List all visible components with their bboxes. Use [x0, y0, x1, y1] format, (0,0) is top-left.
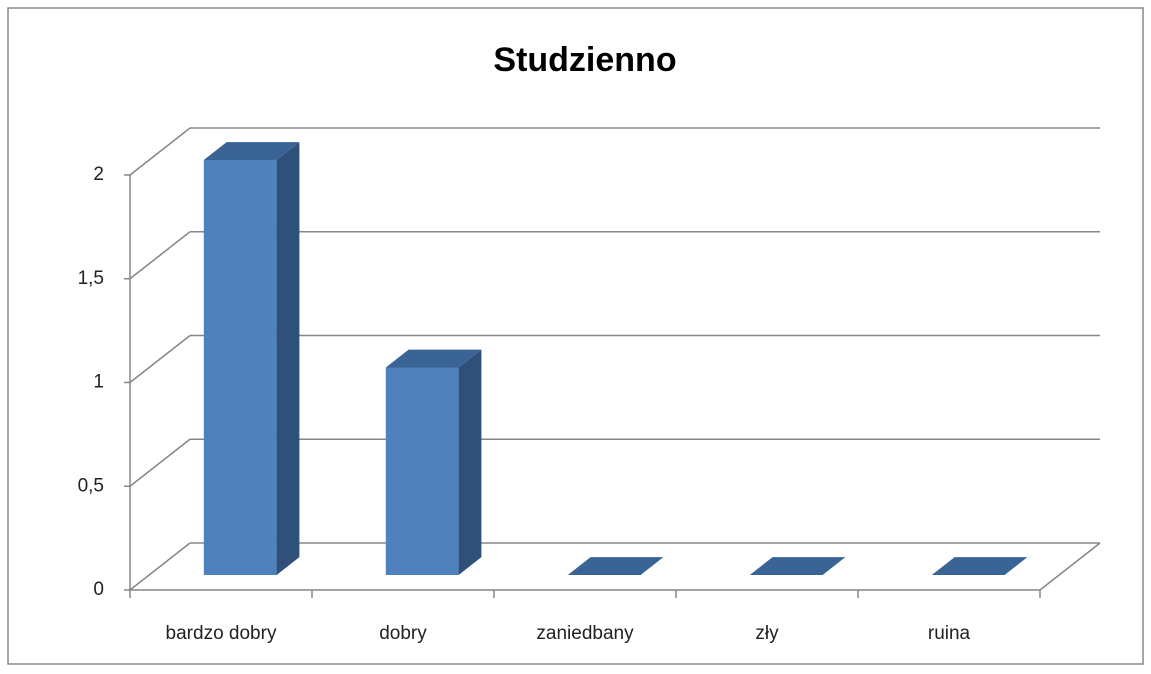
x-tick-label: bardzo dobry	[166, 623, 277, 644]
grid-line	[129, 334, 191, 384]
bar-top	[385, 349, 482, 368]
bar-top	[749, 557, 846, 575]
x-tick-label: dobry	[379, 623, 427, 644]
bar-front	[385, 367, 459, 575]
bar-side	[458, 349, 482, 575]
bar-top	[567, 557, 664, 575]
bar-side	[276, 142, 300, 575]
x-tick-label: zły	[755, 623, 779, 644]
bar-top	[203, 142, 300, 160]
x-tick-label: ruina	[928, 623, 971, 644]
y-tick-label: 1,5	[78, 268, 104, 289]
x-tick-label: zaniedbany	[536, 623, 634, 644]
grid-line	[129, 542, 191, 591]
y-tick-label: 2	[93, 164, 104, 185]
grid-line	[129, 231, 191, 280]
bar-front	[203, 159, 277, 575]
y-tick-label: 0,5	[78, 475, 104, 496]
chart-title: Studzienno	[493, 41, 676, 79]
y-tick-label: 0	[93, 579, 104, 600]
grid-line	[129, 438, 191, 487]
bar-top	[931, 557, 1028, 575]
floor-edge	[1039, 542, 1101, 591]
y-tick-label: 1	[93, 372, 104, 393]
grid-line	[129, 127, 191, 176]
